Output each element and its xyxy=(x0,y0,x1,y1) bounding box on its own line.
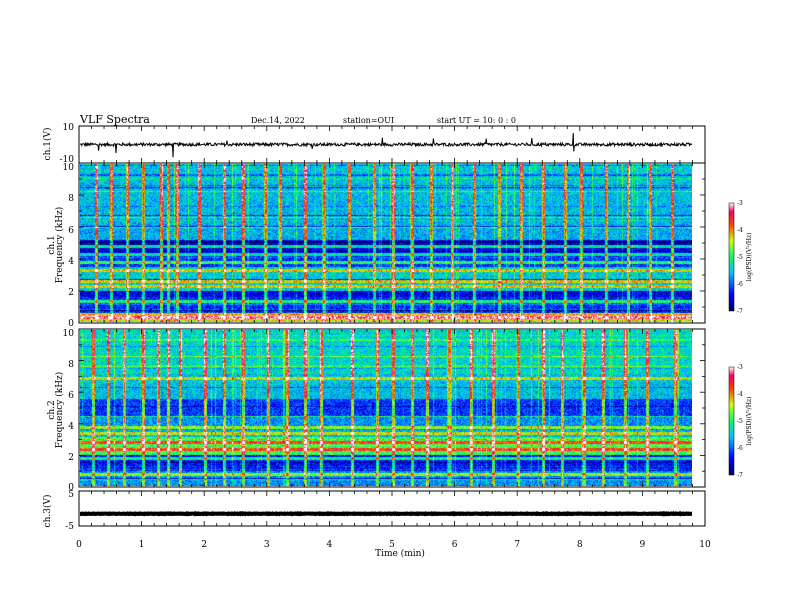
ch1-waveform-ylabel: ch.1(V) xyxy=(42,128,53,161)
ch1-spectrogram-canvas-wrap xyxy=(80,164,692,322)
x-tick-label: 1 xyxy=(139,540,145,550)
ch2-colorbar xyxy=(728,366,735,476)
ch1-cb-tick-m4: -4 xyxy=(737,227,743,234)
ch1-waveform-trace xyxy=(79,132,693,158)
ch2-cb-tick-m4: -4 xyxy=(737,391,743,398)
ch3-waveform-trace xyxy=(80,510,693,517)
figure-title: VLF Spectra xyxy=(79,113,150,126)
ch1-ytick-bottom: -10 xyxy=(60,155,75,165)
ch2-spectrogram-canvas-wrap xyxy=(80,330,692,486)
ch1-spectrogram-heatmap xyxy=(80,164,692,322)
ch1-spec-ytick-0: 0 xyxy=(68,319,74,329)
x-tick-label: 8 xyxy=(577,540,583,550)
ch3-waveform-frame xyxy=(78,490,706,527)
ch1-spec-ytick-6: 6 xyxy=(68,226,74,236)
x-tick-label: 3 xyxy=(264,540,270,550)
station-label: station=OUI xyxy=(343,116,394,125)
ch2-cb-tick-m7: -7 xyxy=(737,472,743,479)
ch1-colorbar xyxy=(728,202,735,312)
ch1-colorbar-label: log(PSD)(V²/Hz) xyxy=(746,233,753,282)
ch2-cb-tick-m3: -3 xyxy=(737,364,743,371)
ch2-spec-ytick-2: 2 xyxy=(68,453,74,463)
ch2-spec-ytick-6: 6 xyxy=(68,391,74,401)
ch1-cb-tick-m5: -5 xyxy=(737,254,743,261)
ch3-ytick-bottom: -5 xyxy=(65,522,74,532)
ch1-spectrogram-panel: 10 6 4 2 0 8 ch.1 Frequency (kHz) -3 -4 … xyxy=(47,162,753,329)
x-tick-label: 2 xyxy=(201,540,207,550)
ch2-spec-ylabel-ch: ch.2 xyxy=(47,400,57,419)
x-tick-label: 7 xyxy=(514,540,520,550)
x-tick-label: 0 xyxy=(76,540,82,550)
ch2-spec-ytick-10: 10 xyxy=(63,329,75,339)
x-axis-tick-labels: 0 1 2 3 4 5 6 7 8 9 10 xyxy=(76,540,711,550)
date-label: Dec.14, 2022 xyxy=(251,116,305,125)
ch2-spec-ylabel-freq: Frequency (kHz) xyxy=(54,372,65,449)
ch3-ytick-top: 5 xyxy=(68,490,74,500)
ch1-spec-ytick-8: 8 xyxy=(68,194,74,204)
ch2-spectrogram-heatmap xyxy=(80,330,692,486)
ch1-spec-ytick-4: 4 xyxy=(68,257,74,267)
ch3-waveform-panel: 5 -5 ch.3(V) xyxy=(42,490,706,532)
ch2-colorbar-label: log(PSD)(V²/Hz) xyxy=(746,397,753,446)
ch1-ytick-top: 10 xyxy=(63,123,75,133)
x-tick-label: 6 xyxy=(452,540,458,550)
x-tick-label: 4 xyxy=(327,540,333,550)
ch2-spec-ytick-0: 0 xyxy=(68,483,74,493)
ch2-cb-tick-m6: -6 xyxy=(737,445,743,452)
ch3-waveform-ylabel: ch.3(V) xyxy=(42,495,53,528)
ch1-spec-ytick-2: 2 xyxy=(68,288,74,298)
ch1-cb-tick-m6: -6 xyxy=(737,281,743,288)
x-tick-label: 10 xyxy=(699,540,711,550)
ch1-spec-ylabel-ch: ch.1 xyxy=(47,235,57,254)
x-tick-label: 9 xyxy=(640,540,646,550)
axis-ticks xyxy=(78,126,706,526)
ch1-cb-tick-m3: -3 xyxy=(737,200,743,207)
ch2-spec-ytick-8: 8 xyxy=(68,360,74,370)
ch1-spec-ytick-10: 10 xyxy=(63,163,75,173)
ch2-cb-tick-m5: -5 xyxy=(737,418,743,425)
x-axis-label: Time (min) xyxy=(375,548,425,559)
ch2-spec-ytick-4: 4 xyxy=(68,422,74,432)
ch1-cb-tick-m7: -7 xyxy=(737,308,743,315)
ch2-spectrogram-panel: 10 8 6 4 2 0 ch.2 Frequency (kHz) -3 -4 … xyxy=(47,328,753,493)
x-tick-label: 5 xyxy=(389,540,395,550)
start-time-label: start UT = 10: 0 : 0 xyxy=(437,116,516,125)
ch1-waveform-panel: 10 -10 ch.1(V) xyxy=(42,123,706,165)
ch1-spec-ylabel-freq: Frequency (kHz) xyxy=(54,207,65,284)
